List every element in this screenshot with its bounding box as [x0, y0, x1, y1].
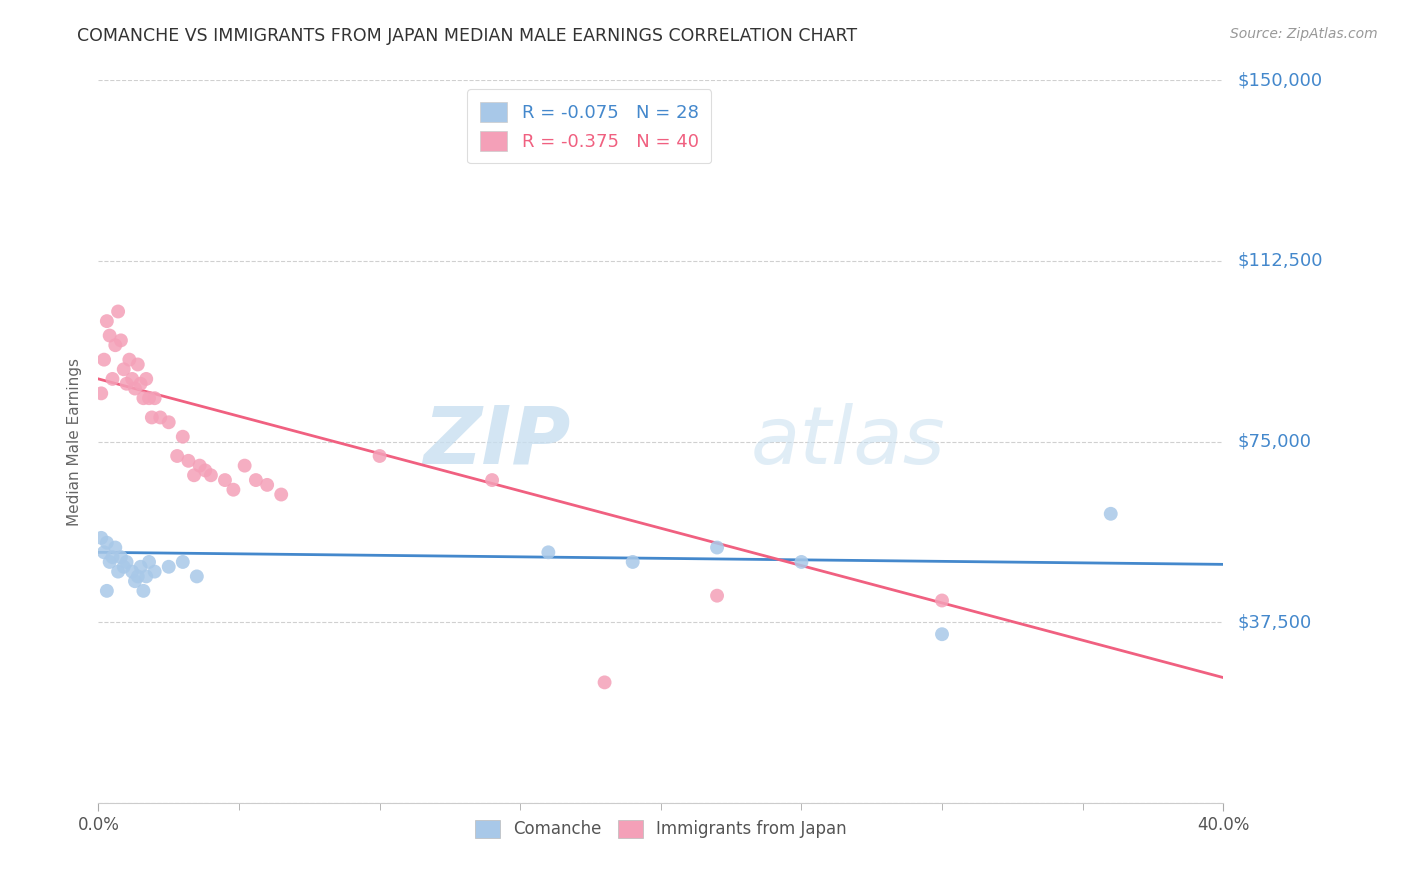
- Point: [790, 555, 813, 569]
- Point: [245, 473, 267, 487]
- Point: [157, 415, 180, 429]
- Point: [129, 376, 152, 391]
- Point: [537, 545, 560, 559]
- Text: Source: ZipAtlas.com: Source: ZipAtlas.com: [1230, 27, 1378, 41]
- Point: [194, 463, 217, 477]
- Point: [141, 410, 163, 425]
- Point: [172, 555, 194, 569]
- Point: [129, 559, 152, 574]
- Point: [177, 454, 200, 468]
- Point: [110, 550, 132, 565]
- Text: $112,500: $112,500: [1237, 252, 1323, 270]
- Point: [135, 569, 157, 583]
- Point: [93, 545, 115, 559]
- Point: [124, 382, 146, 396]
- Point: [98, 555, 121, 569]
- Point: [104, 541, 127, 555]
- Point: [149, 410, 172, 425]
- Point: [96, 535, 118, 549]
- Text: $150,000: $150,000: [1237, 71, 1322, 89]
- Point: [118, 352, 141, 367]
- Point: [124, 574, 146, 589]
- Point: [931, 593, 953, 607]
- Point: [132, 391, 155, 405]
- Point: [222, 483, 245, 497]
- Point: [157, 559, 180, 574]
- Point: [270, 487, 292, 501]
- Legend: Comanche, Immigrants from Japan: Comanche, Immigrants from Japan: [468, 813, 853, 845]
- Point: [115, 555, 138, 569]
- Point: [143, 565, 166, 579]
- Point: [138, 555, 160, 569]
- Point: [96, 314, 118, 328]
- Point: [188, 458, 211, 473]
- Text: $75,000: $75,000: [1237, 433, 1312, 450]
- Text: COMANCHE VS IMMIGRANTS FROM JAPAN MEDIAN MALE EARNINGS CORRELATION CHART: COMANCHE VS IMMIGRANTS FROM JAPAN MEDIAN…: [77, 27, 858, 45]
- Point: [256, 478, 278, 492]
- Point: [706, 541, 728, 555]
- Point: [110, 334, 132, 348]
- Point: [112, 559, 135, 574]
- Point: [101, 550, 124, 565]
- Point: [98, 328, 121, 343]
- Point: [368, 449, 391, 463]
- Point: [90, 531, 112, 545]
- Point: [138, 391, 160, 405]
- Point: [706, 589, 728, 603]
- Point: [90, 386, 112, 401]
- Point: [132, 583, 155, 598]
- Text: ZIP: ZIP: [423, 402, 571, 481]
- Point: [186, 569, 208, 583]
- Point: [127, 358, 149, 372]
- Point: [214, 473, 236, 487]
- Point: [127, 569, 149, 583]
- Point: [183, 468, 205, 483]
- Point: [172, 430, 194, 444]
- Point: [135, 372, 157, 386]
- Point: [121, 565, 143, 579]
- Point: [121, 372, 143, 386]
- Point: [621, 555, 644, 569]
- Text: atlas: atlas: [751, 402, 946, 481]
- Point: [166, 449, 188, 463]
- Point: [1099, 507, 1122, 521]
- Point: [593, 675, 616, 690]
- Point: [200, 468, 222, 483]
- Point: [93, 352, 115, 367]
- Text: $37,500: $37,500: [1237, 613, 1312, 632]
- Point: [115, 376, 138, 391]
- Point: [481, 473, 503, 487]
- Point: [931, 627, 953, 641]
- Point: [107, 304, 129, 318]
- Y-axis label: Median Male Earnings: Median Male Earnings: [67, 358, 83, 525]
- Point: [104, 338, 127, 352]
- Point: [112, 362, 135, 376]
- Point: [101, 372, 124, 386]
- Point: [143, 391, 166, 405]
- Point: [96, 583, 118, 598]
- Point: [233, 458, 256, 473]
- Point: [107, 565, 129, 579]
